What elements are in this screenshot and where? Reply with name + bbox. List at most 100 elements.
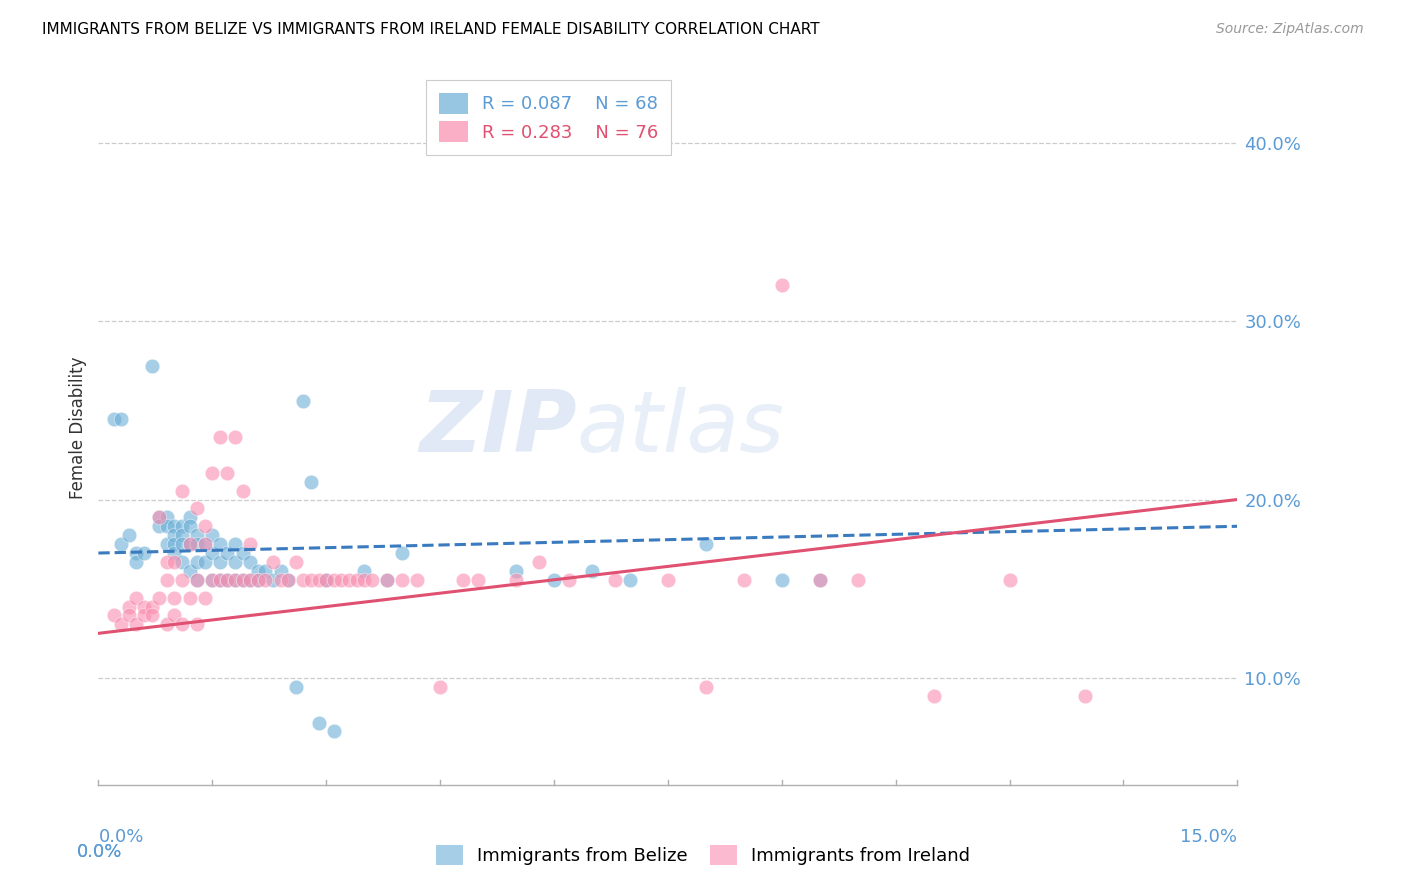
Point bbox=[179, 510, 201, 524]
Point bbox=[208, 555, 231, 569]
Point bbox=[505, 564, 527, 578]
Text: IMMIGRANTS FROM BELIZE VS IMMIGRANTS FROM IRELAND FEMALE DISABILITY CORRELATION : IMMIGRANTS FROM BELIZE VS IMMIGRANTS FRO… bbox=[42, 22, 820, 37]
Point bbox=[239, 555, 262, 569]
Point bbox=[270, 573, 292, 587]
Point bbox=[103, 608, 125, 623]
Point bbox=[299, 475, 322, 489]
Point bbox=[170, 537, 193, 551]
Point bbox=[125, 555, 148, 569]
Point bbox=[299, 573, 322, 587]
Point bbox=[217, 573, 239, 587]
Point bbox=[156, 555, 179, 569]
Point bbox=[406, 573, 429, 587]
Point bbox=[156, 510, 179, 524]
Point bbox=[125, 546, 148, 560]
Point bbox=[543, 573, 565, 587]
Text: 0.0%: 0.0% bbox=[77, 843, 122, 861]
Point bbox=[179, 591, 201, 605]
Point bbox=[170, 519, 193, 533]
Point bbox=[163, 591, 186, 605]
Point bbox=[922, 689, 945, 703]
Point bbox=[292, 394, 315, 409]
Point bbox=[346, 573, 368, 587]
Point bbox=[527, 555, 550, 569]
Point bbox=[156, 617, 179, 632]
Point bbox=[217, 466, 239, 480]
Point bbox=[360, 573, 382, 587]
Y-axis label: Female Disability: Female Disability bbox=[69, 357, 87, 500]
Point bbox=[179, 537, 201, 551]
Point bbox=[322, 724, 344, 739]
Point bbox=[163, 537, 186, 551]
Point bbox=[277, 573, 299, 587]
Point bbox=[118, 599, 141, 614]
Point bbox=[186, 501, 208, 516]
Point bbox=[201, 573, 224, 587]
Point bbox=[186, 617, 208, 632]
Point bbox=[770, 573, 793, 587]
Point bbox=[224, 430, 246, 444]
Point bbox=[284, 680, 307, 694]
Point bbox=[619, 573, 641, 587]
Legend: Immigrants from Belize, Immigrants from Ireland: Immigrants from Belize, Immigrants from … bbox=[429, 838, 977, 872]
Point bbox=[353, 573, 375, 587]
Point bbox=[170, 483, 193, 498]
Point bbox=[194, 519, 217, 533]
Point bbox=[208, 573, 231, 587]
Point bbox=[156, 519, 179, 533]
Point bbox=[308, 573, 330, 587]
Point bbox=[808, 573, 831, 587]
Text: 0.0%: 0.0% bbox=[77, 843, 122, 861]
Point bbox=[141, 359, 163, 373]
Point bbox=[308, 715, 330, 730]
Point bbox=[110, 617, 132, 632]
Point bbox=[232, 546, 254, 560]
Point bbox=[695, 537, 717, 551]
Point bbox=[353, 564, 375, 578]
Point bbox=[998, 573, 1021, 587]
Point bbox=[429, 680, 451, 694]
Point bbox=[232, 573, 254, 587]
Point bbox=[770, 278, 793, 293]
Legend: R = 0.087    N = 68, R = 0.283    N = 76: R = 0.087 N = 68, R = 0.283 N = 76 bbox=[426, 80, 671, 154]
Point bbox=[603, 573, 626, 587]
Point bbox=[118, 528, 141, 542]
Point bbox=[581, 564, 603, 578]
Point bbox=[217, 573, 239, 587]
Point bbox=[186, 573, 208, 587]
Point bbox=[132, 546, 155, 560]
Point bbox=[505, 573, 527, 587]
Point bbox=[558, 573, 581, 587]
Point bbox=[186, 555, 208, 569]
Point bbox=[125, 591, 148, 605]
Point bbox=[186, 537, 208, 551]
Point bbox=[239, 573, 262, 587]
Point bbox=[375, 573, 398, 587]
Point bbox=[194, 591, 217, 605]
Point bbox=[201, 528, 224, 542]
Point bbox=[148, 519, 170, 533]
Point bbox=[315, 573, 337, 587]
Point bbox=[270, 564, 292, 578]
Point bbox=[224, 573, 246, 587]
Point bbox=[239, 537, 262, 551]
Point bbox=[337, 573, 360, 587]
Text: ZIP: ZIP bbox=[419, 386, 576, 470]
Point bbox=[224, 555, 246, 569]
Point bbox=[808, 573, 831, 587]
Point bbox=[239, 573, 262, 587]
Point bbox=[284, 555, 307, 569]
Point bbox=[132, 608, 155, 623]
Point bbox=[246, 564, 269, 578]
Point bbox=[110, 412, 132, 426]
Text: 0.0%: 0.0% bbox=[98, 828, 143, 846]
Point bbox=[163, 519, 186, 533]
Point bbox=[224, 537, 246, 551]
Point bbox=[194, 537, 217, 551]
Point bbox=[156, 537, 179, 551]
Point bbox=[254, 573, 277, 587]
Point bbox=[201, 573, 224, 587]
Point bbox=[170, 528, 193, 542]
Point bbox=[292, 573, 315, 587]
Point bbox=[277, 573, 299, 587]
